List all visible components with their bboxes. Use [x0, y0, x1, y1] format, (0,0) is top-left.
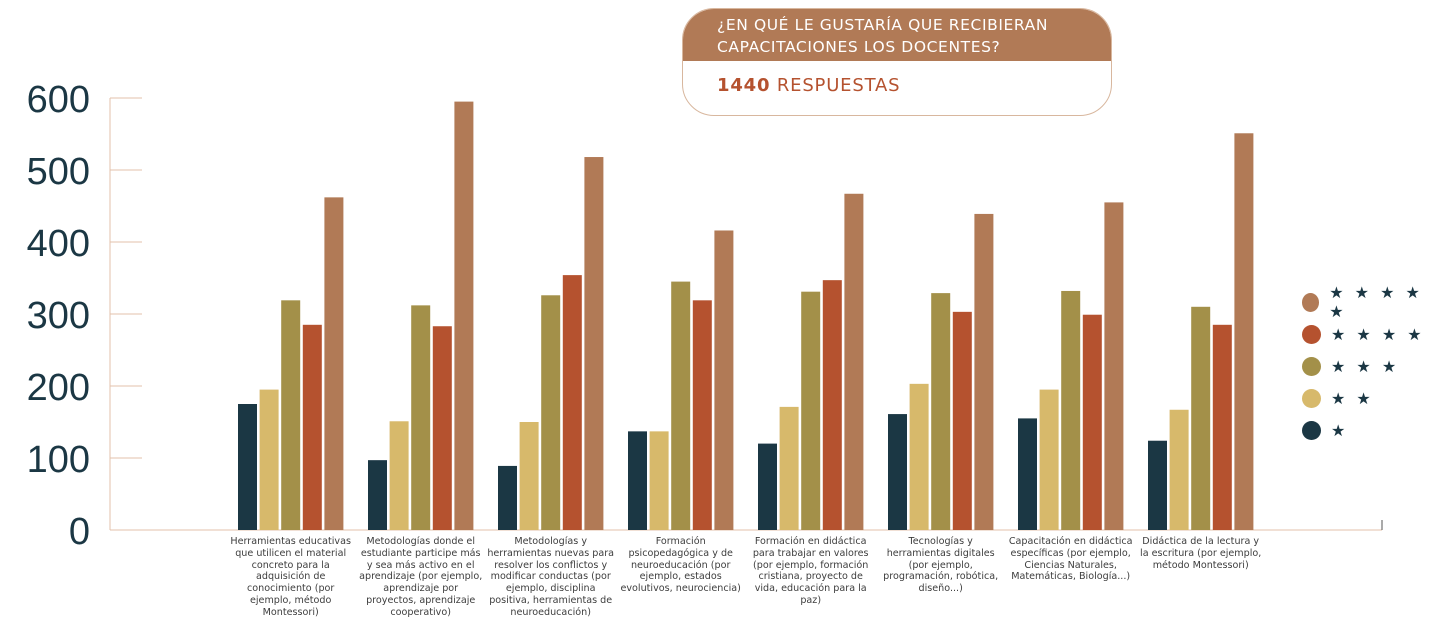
bar: [584, 157, 604, 531]
bar: [628, 431, 647, 530]
y-tick-label: 0: [69, 511, 90, 553]
legend-swatch: [1302, 324, 1321, 344]
bar: [779, 406, 799, 530]
bar: [1018, 418, 1037, 530]
bar: [1169, 409, 1189, 530]
bar: [432, 326, 452, 530]
bar: [801, 291, 821, 530]
x-tick-label: Capacitación en didáctica específicas (p…: [1008, 536, 1133, 583]
bar: [302, 324, 322, 530]
bar: [692, 300, 712, 530]
legend-item-1-star: ★: [1302, 414, 1437, 446]
y-tick-label: 500: [27, 151, 90, 193]
bar: [974, 213, 994, 531]
bar: [519, 422, 539, 530]
bar: [324, 197, 344, 531]
bar: [1234, 133, 1254, 530]
bar: [454, 101, 474, 530]
bar: [822, 280, 842, 530]
bar: [1191, 306, 1211, 530]
legend-label: ★ ★ ★ ★ ★: [1329, 283, 1423, 321]
y-tick-label: 200: [27, 367, 90, 409]
bar: [844, 193, 864, 530]
bar: [498, 465, 517, 530]
x-tick-label: Formación psicopedagógica y de neuroeduc…: [620, 536, 741, 595]
x-tick-label: Didáctica de la lectura y la escritura (…: [1140, 536, 1262, 571]
bar: [909, 383, 929, 530]
bar: [281, 300, 301, 530]
legend-swatch: [1302, 420, 1321, 440]
x-tick-label: Metodologías y herramientas nuevas para …: [487, 536, 615, 618]
legend-swatch: [1302, 356, 1321, 376]
bar: [1104, 202, 1124, 530]
bar: [1148, 440, 1167, 530]
x-tick-label: Metodologías donde el estudiante partici…: [359, 536, 483, 618]
bar: [541, 295, 561, 530]
x-tick-label: Tecnologías y herramientas digitales (po…: [883, 536, 999, 595]
legend-item-2-stars: ★ ★: [1302, 382, 1437, 414]
y-tick-label: 300: [27, 295, 90, 337]
legend-label: ★ ★ ★ ★: [1331, 324, 1425, 344]
bar: [649, 431, 669, 530]
y-tick-label: 400: [27, 223, 90, 265]
legend-item-5-stars: ★ ★ ★ ★ ★: [1302, 283, 1437, 321]
bar: [1039, 389, 1059, 530]
bar: [714, 230, 734, 531]
chart-subtitle: 1440 respuestas: [683, 61, 1111, 96]
legend-item-3-stars: ★ ★ ★: [1302, 350, 1437, 382]
bar: [368, 460, 387, 530]
x-tick-label: Herramientas educativas que utilicen el …: [230, 536, 351, 618]
legend-label: ★: [1331, 420, 1349, 440]
bar: [1061, 290, 1081, 530]
bar: [671, 281, 691, 530]
chart-bars: [238, 101, 1254, 531]
chart-axes: 0 100 200 300 400 500 600: [27, 79, 1383, 553]
bar: [952, 311, 972, 530]
bar: [389, 421, 409, 530]
chart-title-card: ¿En qué le gustaría que recibieran capac…: [682, 8, 1112, 116]
y-tick-label: 600: [27, 79, 90, 121]
bar: [1082, 314, 1102, 530]
bar: [931, 293, 951, 530]
bar: [562, 275, 582, 530]
bar: [758, 443, 777, 530]
bar: [259, 389, 279, 530]
legend-label: ★ ★ ★: [1331, 356, 1400, 376]
chart-title: ¿En qué le gustaría que recibieran capac…: [683, 9, 1111, 61]
legend-item-4-stars: ★ ★ ★ ★: [1302, 318, 1437, 350]
x-tick-label: Formación en didáctica para trabajar en …: [752, 536, 869, 606]
response-label: respuestas: [776, 75, 901, 96]
response-count: 1440: [717, 75, 771, 96]
legend-label: ★ ★: [1331, 388, 1374, 408]
chart-legend: ★ ★ ★ ★ ★ ★ ★ ★ ★ ★ ★ ★ ★ ★ ★: [1302, 283, 1437, 446]
bar: [888, 414, 907, 530]
bar: [238, 404, 257, 530]
bar: [411, 305, 431, 530]
y-tick-label: 100: [27, 439, 90, 481]
legend-swatch: [1302, 388, 1321, 408]
legend-swatch: [1302, 292, 1320, 312]
bar: [1212, 324, 1232, 530]
